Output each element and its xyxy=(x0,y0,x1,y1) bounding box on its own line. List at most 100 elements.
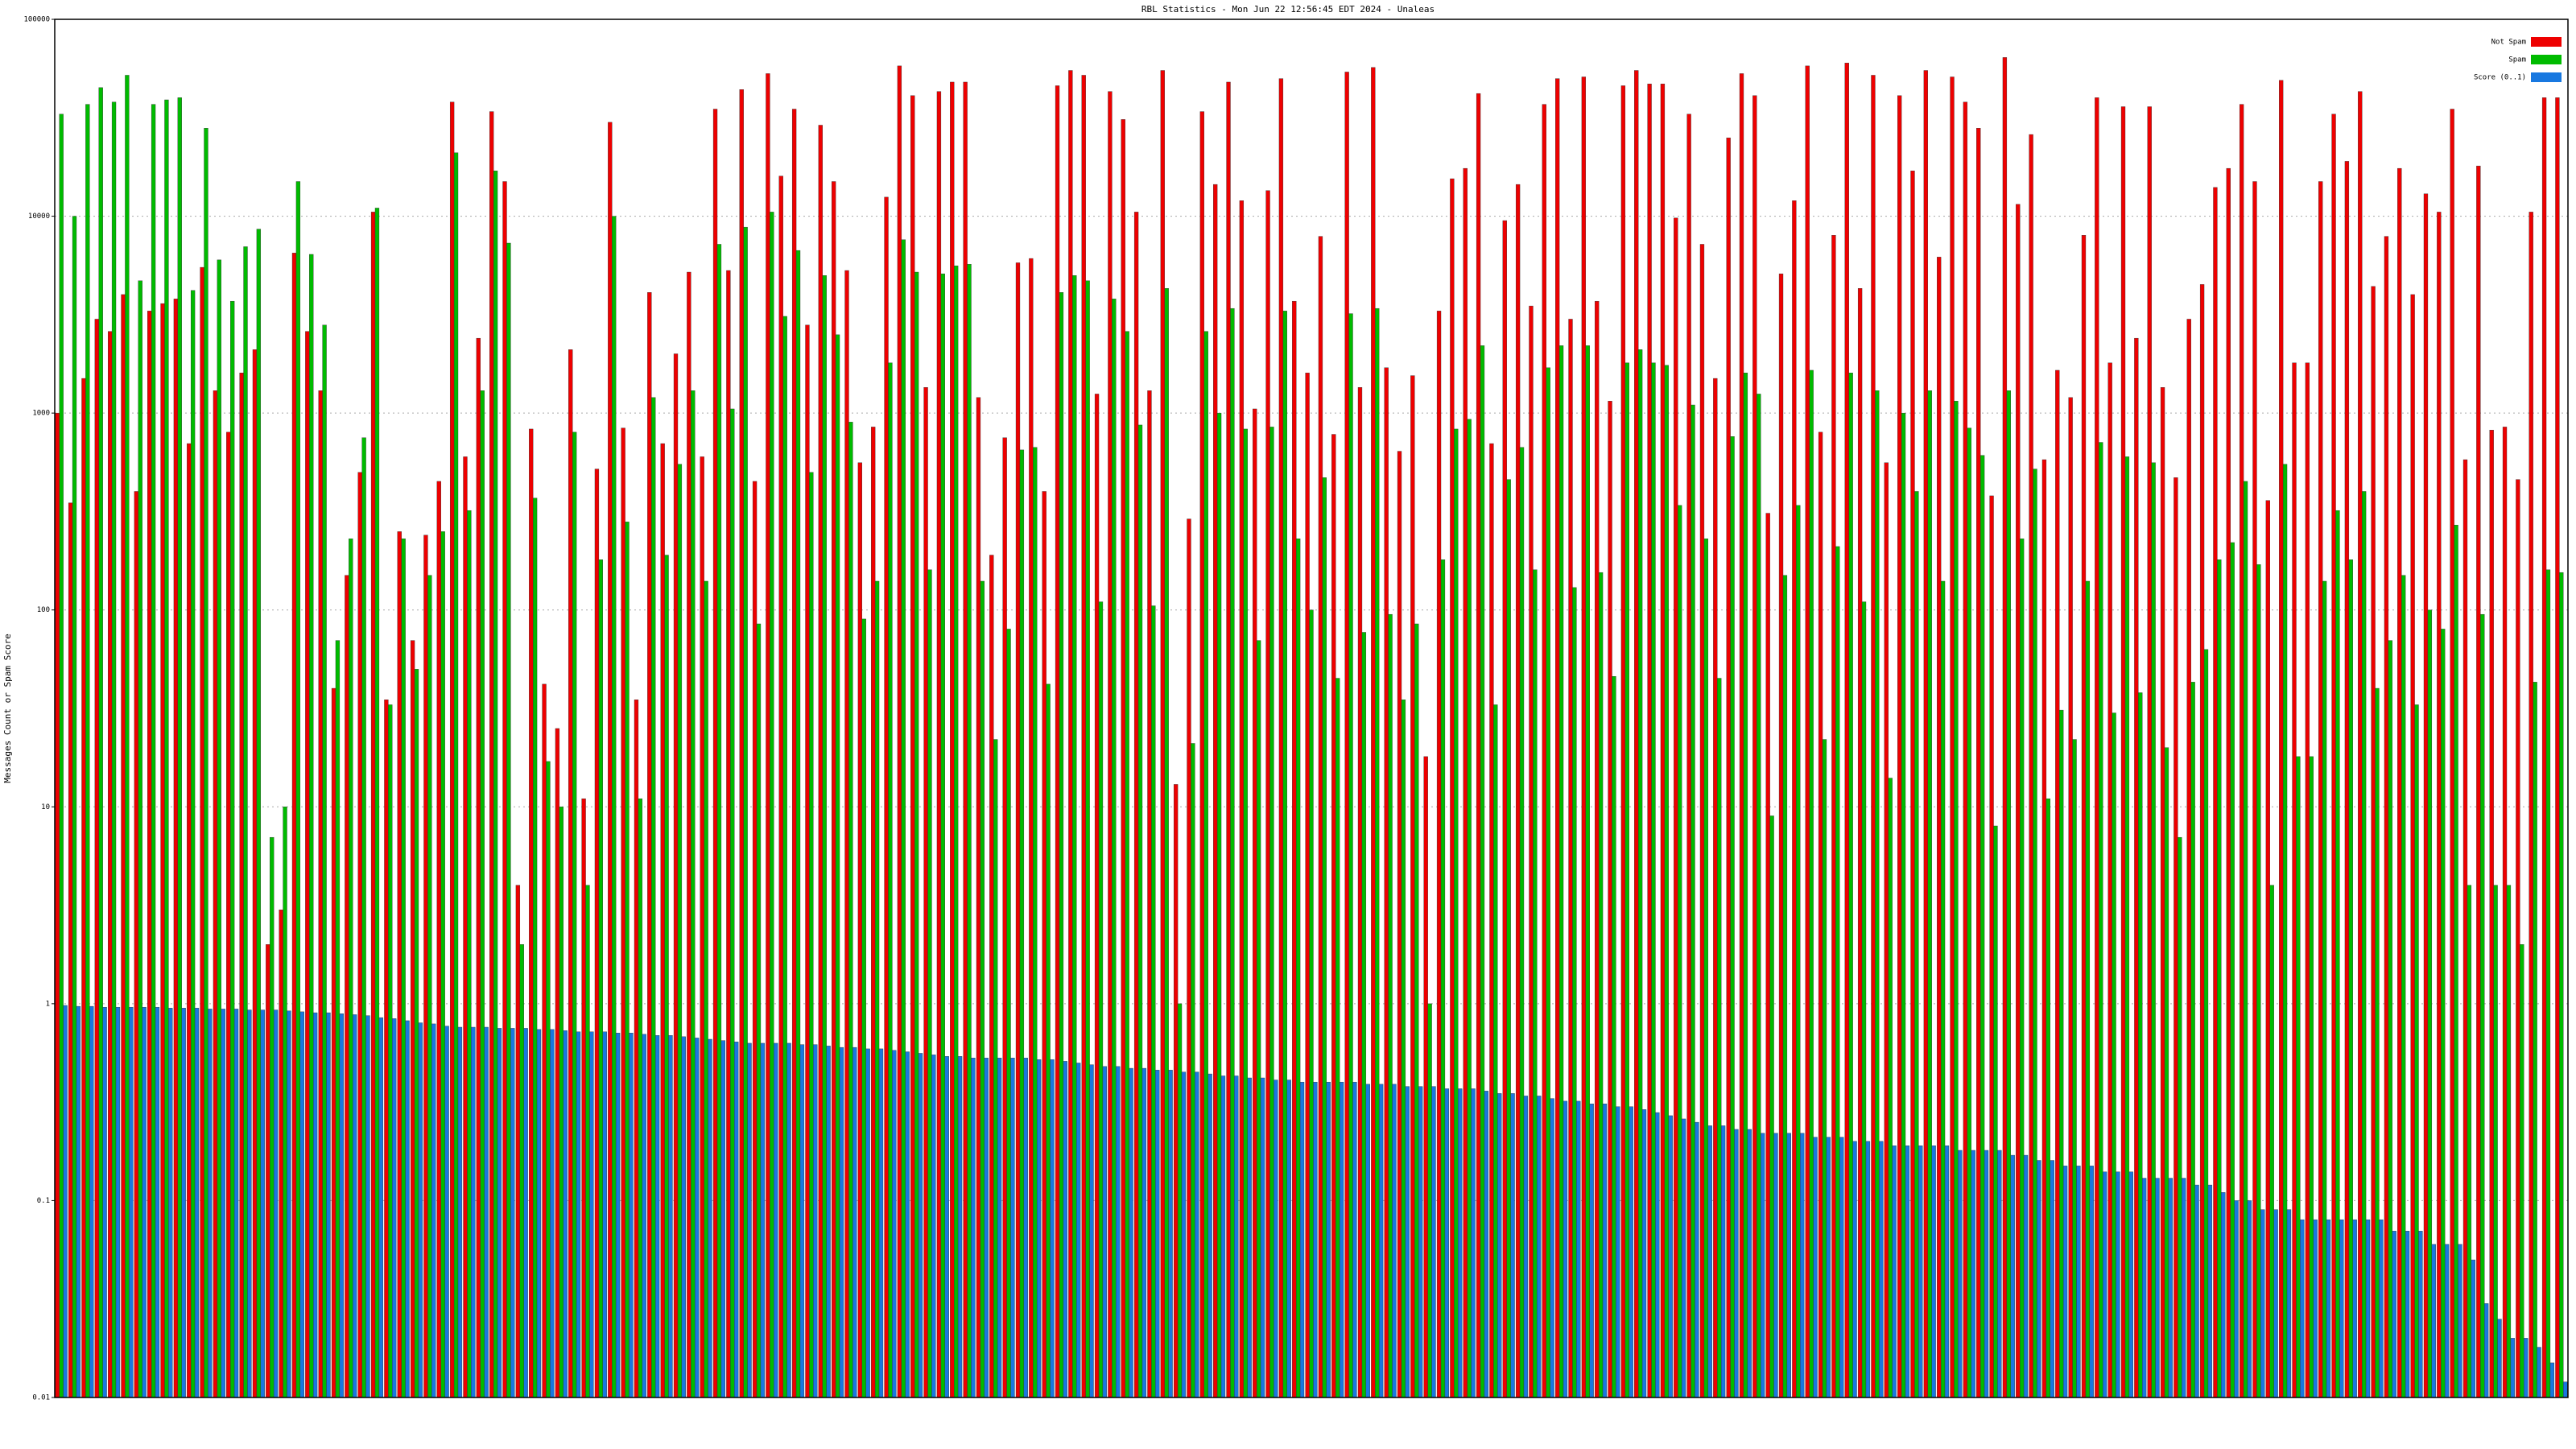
bar xyxy=(173,299,179,1398)
bar xyxy=(2296,756,2301,1398)
y-tick-label: 0.01 xyxy=(32,1394,50,1402)
bar xyxy=(523,1028,528,1398)
bar xyxy=(2128,1171,2133,1398)
bar xyxy=(1523,1096,1529,1398)
bar xyxy=(542,683,547,1398)
bar xyxy=(1747,1129,1752,1398)
bar xyxy=(357,472,362,1398)
bar xyxy=(1897,95,1902,1398)
bar xyxy=(2002,57,2008,1398)
bar xyxy=(1352,1081,1357,1398)
bar xyxy=(720,1040,726,1398)
bar xyxy=(418,1022,423,1398)
bar xyxy=(2405,1231,2410,1398)
bar xyxy=(335,640,341,1398)
legend-label: Spam xyxy=(2508,56,2526,64)
bar xyxy=(2352,1219,2357,1398)
bar xyxy=(1757,394,1761,1398)
bar xyxy=(353,1014,357,1398)
bar xyxy=(160,303,165,1398)
bar xyxy=(2243,481,2248,1398)
bar xyxy=(2279,80,2284,1398)
bar xyxy=(1164,288,1169,1398)
bar xyxy=(1695,1121,1699,1398)
bar xyxy=(1269,427,1274,1398)
bar xyxy=(555,728,560,1398)
bar xyxy=(2444,1244,2450,1398)
bar xyxy=(1515,184,1521,1398)
bar xyxy=(2182,1178,2186,1398)
bar xyxy=(2331,114,2336,1398)
bar xyxy=(2537,1347,2541,1398)
bar xyxy=(712,109,718,1398)
bar xyxy=(2168,1178,2174,1398)
bar xyxy=(151,104,156,1398)
bar xyxy=(239,373,244,1398)
bar xyxy=(822,275,827,1398)
bar xyxy=(291,253,297,1398)
bar xyxy=(187,443,192,1398)
y-axis-label: Messages Count or Spam Score xyxy=(2,634,13,782)
bar xyxy=(989,555,994,1398)
bar xyxy=(1187,518,1191,1398)
bar xyxy=(1357,387,1363,1398)
bar xyxy=(2252,181,2257,1398)
bar xyxy=(484,1026,489,1398)
bar xyxy=(2441,629,2446,1398)
bar xyxy=(1019,449,1025,1398)
bar xyxy=(1620,85,1626,1398)
bar xyxy=(2414,704,2419,1398)
bar xyxy=(2516,479,2520,1398)
bar xyxy=(94,319,99,1398)
bar xyxy=(361,437,366,1398)
bar xyxy=(730,408,735,1398)
bar xyxy=(2155,1178,2160,1398)
legend-label: Score (0..1) xyxy=(2474,74,2526,82)
bar xyxy=(1739,73,1744,1398)
bar xyxy=(2318,181,2323,1398)
bar xyxy=(107,331,113,1398)
bar xyxy=(1713,378,1718,1398)
bar xyxy=(940,273,945,1398)
bar xyxy=(2305,362,2310,1398)
bar xyxy=(971,1058,976,1398)
bar xyxy=(752,481,758,1398)
bar xyxy=(871,427,876,1398)
bar xyxy=(2062,1166,2068,1398)
bar xyxy=(2178,836,2182,1398)
bar xyxy=(1450,178,1455,1398)
bar xyxy=(233,1009,239,1398)
bar xyxy=(388,704,393,1398)
bar xyxy=(997,1058,1002,1398)
bar xyxy=(2120,106,2126,1398)
bar xyxy=(2186,319,2191,1398)
bar xyxy=(1765,513,1770,1398)
bar xyxy=(1484,1091,1489,1398)
bar xyxy=(1707,1125,1712,1398)
bar xyxy=(1423,756,1428,1398)
bar xyxy=(980,580,985,1398)
bar xyxy=(844,270,849,1398)
bar xyxy=(480,390,485,1398)
bar xyxy=(1892,1146,1897,1398)
bar xyxy=(256,229,262,1398)
bar xyxy=(59,114,64,1398)
bar xyxy=(1050,1059,1055,1398)
bar xyxy=(1678,505,1682,1398)
bar xyxy=(1199,111,1204,1398)
bar xyxy=(874,580,880,1398)
bar xyxy=(1137,424,1143,1398)
bar xyxy=(1546,367,1550,1398)
bar xyxy=(1720,1125,1726,1398)
bar xyxy=(857,462,862,1398)
bar xyxy=(1458,1088,1463,1398)
bar xyxy=(529,428,534,1398)
bar xyxy=(2037,1160,2041,1398)
bar xyxy=(1818,431,1823,1398)
bar xyxy=(260,1009,265,1398)
bar xyxy=(1984,1150,1989,1398)
bar xyxy=(1660,83,1666,1398)
bar xyxy=(660,443,665,1398)
bar xyxy=(410,640,415,1398)
bar xyxy=(2273,1209,2278,1398)
